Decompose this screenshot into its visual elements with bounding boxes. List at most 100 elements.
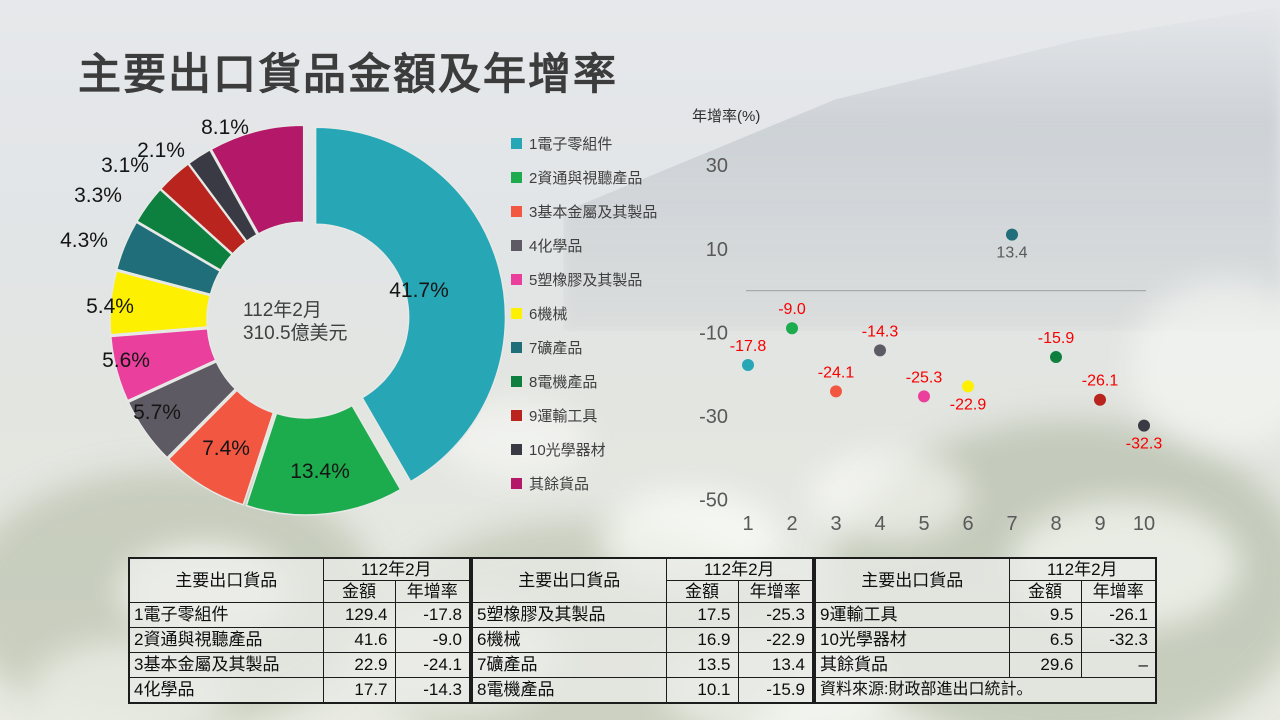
legend-item-5: 5塑橡膠及其製品 bbox=[511, 268, 657, 290]
table-cell-amount: 129.4 bbox=[322, 602, 396, 628]
legend-swatch bbox=[511, 239, 522, 251]
donut-center-label: 112年2月 310.5億美元 bbox=[243, 299, 383, 345]
legend-label: 4化學品 bbox=[529, 237, 583, 255]
x-tick-label: 7 bbox=[1006, 513, 1017, 535]
donut-slice-4 bbox=[127, 360, 237, 459]
scatter-point-5 bbox=[918, 390, 930, 403]
table-cell-name: 2資通與視聽產品 bbox=[128, 627, 324, 653]
table-header-period: 112年2月 bbox=[665, 557, 814, 581]
table-cell-yoy: -14.3 bbox=[394, 677, 471, 704]
background-texture bbox=[810, 450, 970, 540]
table-cell-yoy: -22.9 bbox=[737, 627, 814, 653]
data-tables: 主要出口貨品 112年2月 金額 年增率 1電子零組件 129.4 -17.8 2資通與視聽產… bbox=[128, 557, 1157, 704]
x-tick-label: 3 bbox=[830, 513, 841, 535]
y-tick-label: 30 bbox=[706, 155, 728, 177]
table-header-yoy: 年增率 bbox=[394, 580, 471, 603]
table-cell-name: 8電機產品 bbox=[471, 677, 667, 704]
legend-swatch bbox=[511, 375, 522, 387]
page-title: 主要出口貨品金額及年增率 bbox=[78, 51, 618, 99]
scatter-point-3 bbox=[830, 385, 842, 398]
legend-swatch bbox=[511, 137, 522, 149]
donut-slice-6 bbox=[109, 269, 212, 336]
scatter-value-label: -17.8 bbox=[730, 338, 767, 355]
x-tick-label: 10 bbox=[1133, 513, 1155, 535]
table-cell-yoy: -24.1 bbox=[394, 652, 471, 678]
donut-slice-11 bbox=[210, 124, 305, 235]
legend-item-3: 3基本金屬及其製品 bbox=[511, 200, 657, 222]
donut-slice-10 bbox=[187, 148, 259, 243]
export-table-2: 主要出口貨品 112年2月 金額 年增率 5塑橡膠及其製品 17.5 -25.3 6機械 16.… bbox=[471, 557, 814, 704]
donut-slice-9 bbox=[159, 162, 248, 255]
table-cell-name: 1電子零組件 bbox=[128, 602, 324, 628]
table-cell-yoy: -25.3 bbox=[737, 602, 814, 628]
legend-label: 6機械 bbox=[529, 305, 568, 323]
donut-slice-3 bbox=[167, 389, 275, 506]
donut-slice-label: 3.1% bbox=[101, 154, 149, 177]
table-row: 10光學器材 6.5 -32.3 bbox=[814, 627, 1157, 653]
table-cell-yoy: -17.8 bbox=[394, 602, 471, 628]
table-row: 7礦產品 13.5 13.4 bbox=[471, 652, 814, 678]
donut-center-line1: 112年2月 bbox=[243, 300, 322, 321]
table-cell-yoy: 13.4 bbox=[737, 652, 814, 678]
donut-slice-label: 7.4% bbox=[202, 437, 250, 460]
donut-slice-7 bbox=[115, 221, 222, 296]
x-tick-label: 6 bbox=[962, 513, 973, 535]
donut-slice-label: 4.3% bbox=[60, 229, 108, 252]
export-table-1: 主要出口貨品 112年2月 金額 年增率 1電子零組件 129.4 -17.8 2資通與視聽產… bbox=[128, 557, 471, 704]
scatter-value-label: -22.9 bbox=[950, 396, 987, 413]
donut-slice-label: 5.6% bbox=[102, 349, 150, 372]
scatter-point-7 bbox=[1006, 228, 1018, 241]
table-cell-name: 9運輸工具 bbox=[814, 602, 1010, 628]
legend-label: 9運輸工具 bbox=[529, 407, 598, 425]
donut-slice-label: 13.4% bbox=[290, 460, 350, 483]
donut-slice-5 bbox=[109, 327, 217, 402]
scatter-value-label: -9.0 bbox=[778, 301, 806, 318]
x-tick-label: 9 bbox=[1094, 513, 1105, 535]
donut-slice-1 bbox=[314, 126, 507, 483]
donut-slice-label: 41.7% bbox=[389, 279, 449, 302]
scatter-chart: 30 10 -10 -30 -50 1 2 3 4 5 6 7 8 9 10 -17.8 -9.0 -24.1 -1… bbox=[699, 155, 1162, 535]
scatter-point-6 bbox=[962, 380, 974, 393]
table-cell-amount: 10.1 bbox=[665, 677, 739, 704]
table-cell-yoy: -9.0 bbox=[394, 627, 471, 653]
table-row: 6機械 16.9 -22.9 bbox=[471, 627, 814, 653]
scatter-point-9 bbox=[1094, 393, 1106, 406]
scatter-value-label: -14.3 bbox=[862, 323, 899, 340]
table-header-product: 主要出口貨品 bbox=[128, 557, 324, 603]
donut-chart: 41.7% 13.4% 7.4% 5.7% 5.6% 5.4% 4.3% 3.3% 3.1%2.… bbox=[60, 116, 507, 516]
legend-swatch bbox=[511, 477, 522, 489]
export-table-3: 主要出口貨品 112年2月 金額 年增率 9運輸工具 9.5 -26.1 10光學器材 6.5-… bbox=[814, 557, 1157, 704]
legend-label: 1電子零組件 bbox=[529, 135, 613, 153]
donut-slice-label: 5.4% bbox=[86, 295, 134, 318]
table-cell-amount: 13.5 bbox=[665, 652, 739, 678]
legend-swatch bbox=[511, 205, 522, 217]
table-cell-name: 6機械 bbox=[471, 627, 667, 653]
table-row: 4化學品 17.7 -14.3 bbox=[128, 677, 471, 704]
legend-swatch bbox=[511, 341, 522, 353]
donut-slice-label: 5.7% bbox=[133, 401, 181, 424]
table-row: 3基本金屬及其製品 22.9 -24.1 bbox=[128, 652, 471, 678]
table-row: 資料來源:財政部進出口統計。 bbox=[814, 677, 1157, 704]
background-texture bbox=[1130, 280, 1280, 450]
source-note: 資料來源:財政部進出口統計。 bbox=[814, 677, 1157, 704]
table-cell-amount: 16.9 bbox=[665, 627, 739, 653]
scatter-point-4 bbox=[874, 344, 886, 357]
scatter-point-1 bbox=[742, 359, 754, 372]
table-cell-name: 4化學品 bbox=[128, 677, 324, 704]
table-cell-yoy: – bbox=[1080, 652, 1157, 678]
legend-item-8: 8電機產品 bbox=[511, 370, 657, 392]
table-header-product: 主要出口貨品 bbox=[471, 557, 667, 603]
table-cell-yoy: -15.9 bbox=[737, 677, 814, 704]
table-row: 2資通與視聽產品 41.6 -9.0 bbox=[128, 627, 471, 653]
x-tick-label: 8 bbox=[1050, 513, 1061, 535]
legend-item-11: 其餘貨品 bbox=[511, 472, 657, 494]
donut-slice-label: 2.1% bbox=[137, 139, 185, 162]
legend-item-2: 2資通與視聽產品 bbox=[511, 166, 657, 188]
legend-label: 其餘貨品 bbox=[529, 475, 590, 493]
table-cell-name: 3基本金屬及其製品 bbox=[128, 652, 324, 678]
scatter-value-label: -25.3 bbox=[906, 369, 943, 386]
table-cell-amount: 17.5 bbox=[665, 602, 739, 628]
table-cell-name: 其餘貨品 bbox=[814, 652, 1010, 678]
legend-item-9: 9運輸工具 bbox=[511, 404, 657, 426]
